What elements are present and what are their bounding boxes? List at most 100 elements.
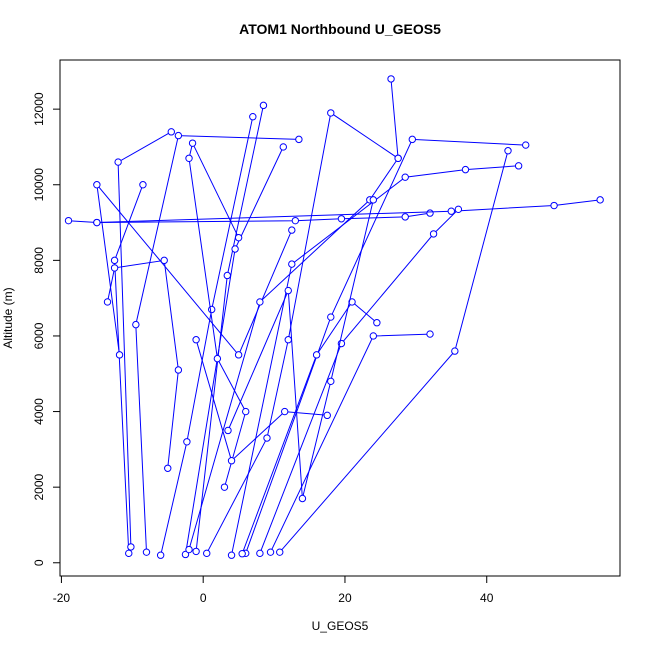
data-point [394,154,402,162]
series-line-17 [241,301,378,554]
series-line-6 [96,183,293,356]
data-point [227,551,236,559]
data-point [115,351,124,359]
data-point [426,330,434,338]
data-point [259,101,268,110]
data-point [185,545,193,554]
y-tick-label: 10000 [32,168,46,202]
data-point [234,351,243,359]
data-point [279,143,287,151]
y-tick-label: 4000 [32,398,46,425]
series-line-5 [117,131,172,547]
series-line-12 [231,165,519,556]
data-point [266,548,275,556]
data-point [284,286,292,295]
data-point [160,256,168,265]
data-point [207,305,216,314]
data-point [369,332,378,340]
data-point [348,298,356,306]
series-line-13 [245,138,526,554]
data-point [387,75,395,83]
series-line-20 [195,339,328,462]
data-point [220,483,229,491]
series-line-14 [259,208,459,554]
data-point [288,226,296,234]
data-point [451,347,459,355]
data-point [312,351,321,359]
data-point [213,354,222,363]
series-line-10 [206,112,399,554]
y-axis-label: Altitude (m) [1,287,15,348]
data-point [284,336,292,344]
y-tick-label: 12000 [32,92,46,126]
data-point [263,434,271,442]
data-point [234,233,243,242]
data-point [291,216,300,225]
data-point [256,298,264,306]
data-point [242,407,250,416]
data-point [276,548,284,556]
data-point [327,377,335,386]
data-point [288,260,296,268]
data-point [281,407,289,416]
x-tick-label: 40 [480,591,494,605]
data-point [192,547,200,556]
data-point [337,215,346,223]
data-point [426,209,434,217]
data-point [514,162,523,170]
data-point [174,131,183,140]
series-line-1 [195,105,264,552]
data-point [156,551,165,559]
series-line-3 [160,116,254,556]
data-point [256,549,264,558]
data-point [550,201,558,210]
data-point [231,245,239,253]
data-point [127,543,135,551]
data-point [64,216,73,225]
data-layer [64,75,604,559]
data-point [181,550,190,559]
series-line-9 [96,199,601,223]
data-point [114,158,122,166]
axes [59,110,489,577]
series-line-8 [68,212,431,224]
x-axis-label: U_GEOS5 [312,619,369,633]
data-point [447,207,455,215]
series-line-16 [279,150,509,553]
series-line-15 [270,333,431,553]
data-point [192,336,200,344]
data-point [125,549,133,558]
data-point [373,319,381,327]
data-point [164,464,172,472]
data-point [203,549,211,558]
data-point [461,165,470,174]
data-point [504,147,512,155]
data-point [93,181,101,189]
data-point [298,494,307,503]
data-point [454,205,463,214]
data-point [110,264,119,272]
data-point [223,271,231,280]
data-point [227,457,236,465]
chart-title: ATOM1 Northbound U_GEOS5 [239,21,441,37]
data-point [174,366,183,374]
data-point [295,135,303,144]
data-point [369,196,378,204]
x-tick-label: 20 [338,591,352,605]
data-point [132,320,140,329]
series-line-2 [185,146,284,555]
x-tick-label: -20 [53,591,71,605]
y-tick-label: 6000 [32,322,46,349]
series-line-4 [114,184,144,554]
data-point [522,141,530,149]
series-line-21 [227,199,374,499]
series-line-19 [188,141,247,488]
data-point [401,173,409,181]
data-point [596,196,604,204]
data-point [93,218,101,227]
y-tick-label: 8000 [32,247,46,274]
data-point [401,213,409,221]
data-point [408,135,417,144]
data-point [167,128,175,136]
data-point [238,549,246,558]
